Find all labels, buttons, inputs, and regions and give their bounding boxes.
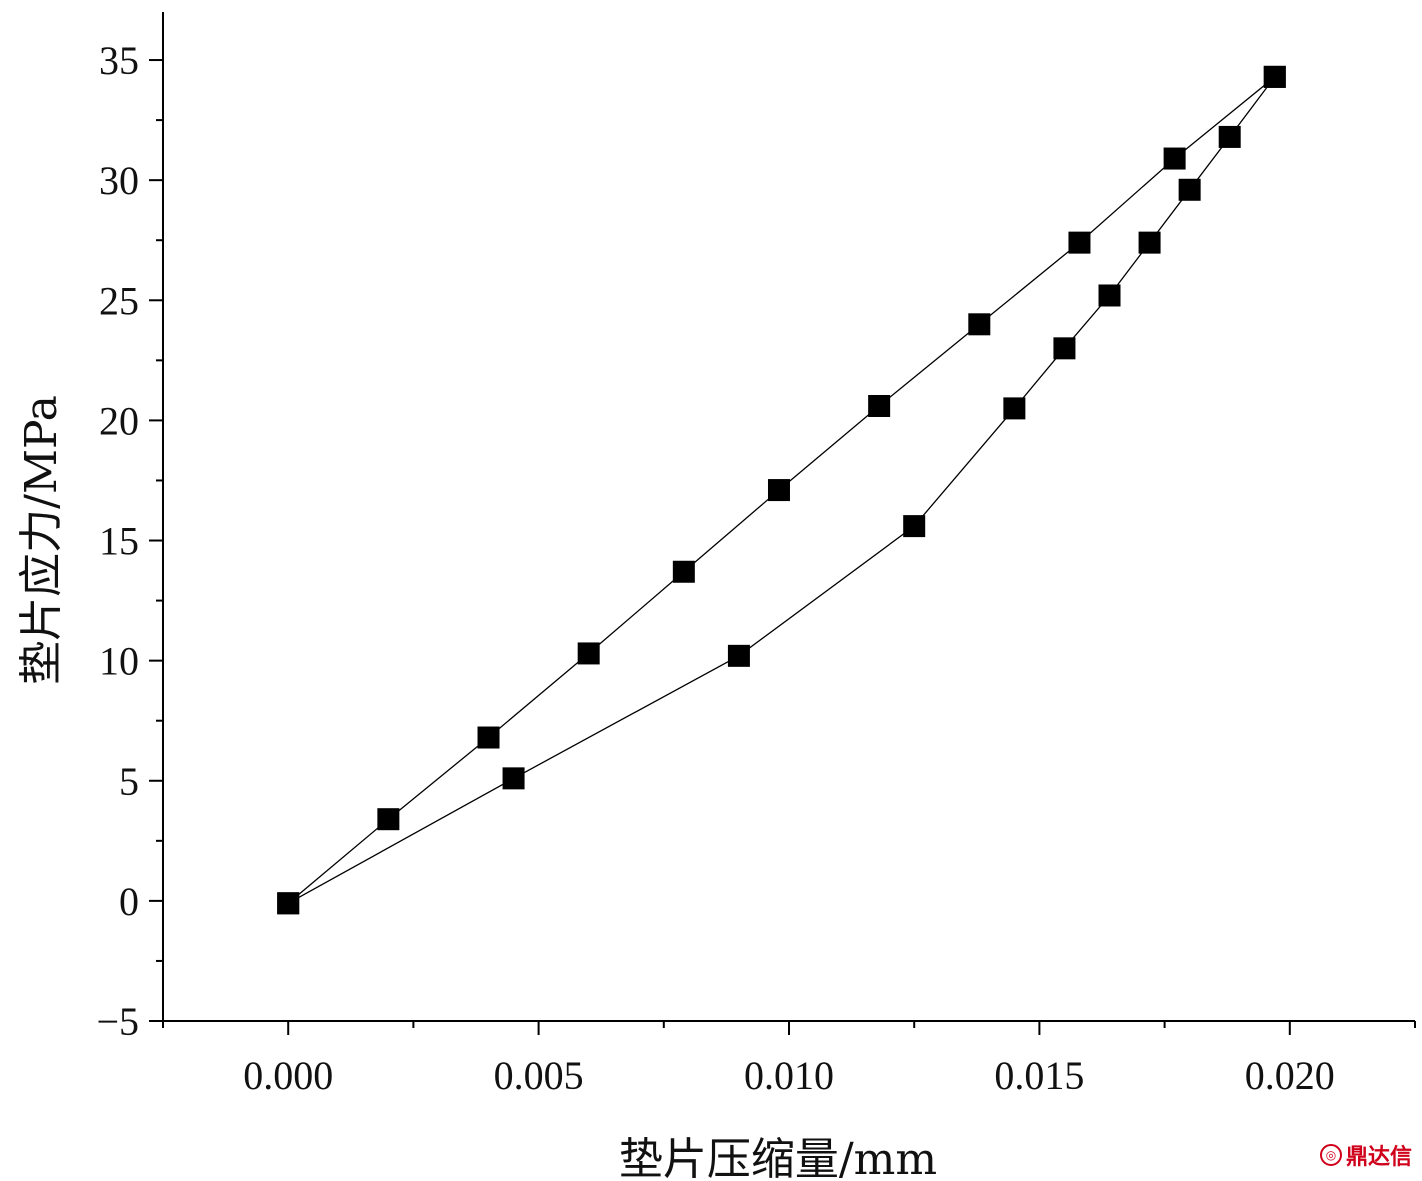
series-1-marker — [868, 394, 891, 417]
series-2-marker — [502, 767, 525, 790]
series-2-marker — [1053, 337, 1076, 360]
series-1-marker — [767, 479, 790, 502]
watermark: ◎ 鼎达信 — [1319, 1139, 1412, 1171]
x-tick-label: 0.005 — [494, 1053, 584, 1098]
y-tick-label: −5 — [96, 999, 139, 1044]
y-tick-label: 15 — [99, 519, 139, 564]
y-tick-label: 0 — [119, 879, 139, 924]
x-tick-label: 0.020 — [1245, 1053, 1335, 1098]
series-1-marker — [1068, 231, 1091, 254]
y-tick-label: 30 — [99, 158, 139, 203]
series-1-marker — [1163, 147, 1186, 170]
series-1-marker — [477, 726, 500, 749]
x-tick-label: 0.015 — [994, 1053, 1084, 1098]
axes — [162, 12, 1415, 1022]
series-2-marker — [1263, 65, 1286, 88]
y-tick-label: 10 — [99, 639, 139, 684]
y-tick-label: 5 — [119, 759, 139, 804]
x-axis-title: 垫片压缩量/mm — [619, 1134, 937, 1181]
series-1-marker — [377, 808, 400, 831]
series-1-marker — [968, 313, 991, 336]
series-1-marker — [577, 642, 600, 665]
series-2-marker — [277, 892, 300, 915]
series-2-marker — [1178, 178, 1201, 201]
y-axis-title: 垫片应力/MPa — [16, 395, 67, 685]
series-2-marker — [1138, 231, 1161, 254]
watermark-logo-icon: ◎ — [1319, 1144, 1342, 1166]
series-1-marker — [672, 560, 695, 583]
series-2-marker — [727, 644, 750, 667]
y-tick-label: 20 — [99, 398, 139, 443]
ticks: 0.000 0.005 0.010 0.015 0.020 −5 0 5 10 15 20 25 30 3… — [96, 38, 1416, 1098]
series-2-marker — [1003, 397, 1026, 420]
watermark-text: 鼎达信 — [1345, 1145, 1412, 1170]
y-tick-label: 35 — [99, 38, 139, 83]
y-tick-label: 25 — [99, 278, 139, 323]
x-tick-label: 0.010 — [744, 1053, 834, 1098]
series-2-marker — [1098, 284, 1121, 307]
series-2-marker — [903, 515, 926, 538]
series-2-marker — [1218, 125, 1241, 148]
series-group — [277, 65, 1286, 915]
x-tick-label: 0.000 — [243, 1053, 333, 1098]
